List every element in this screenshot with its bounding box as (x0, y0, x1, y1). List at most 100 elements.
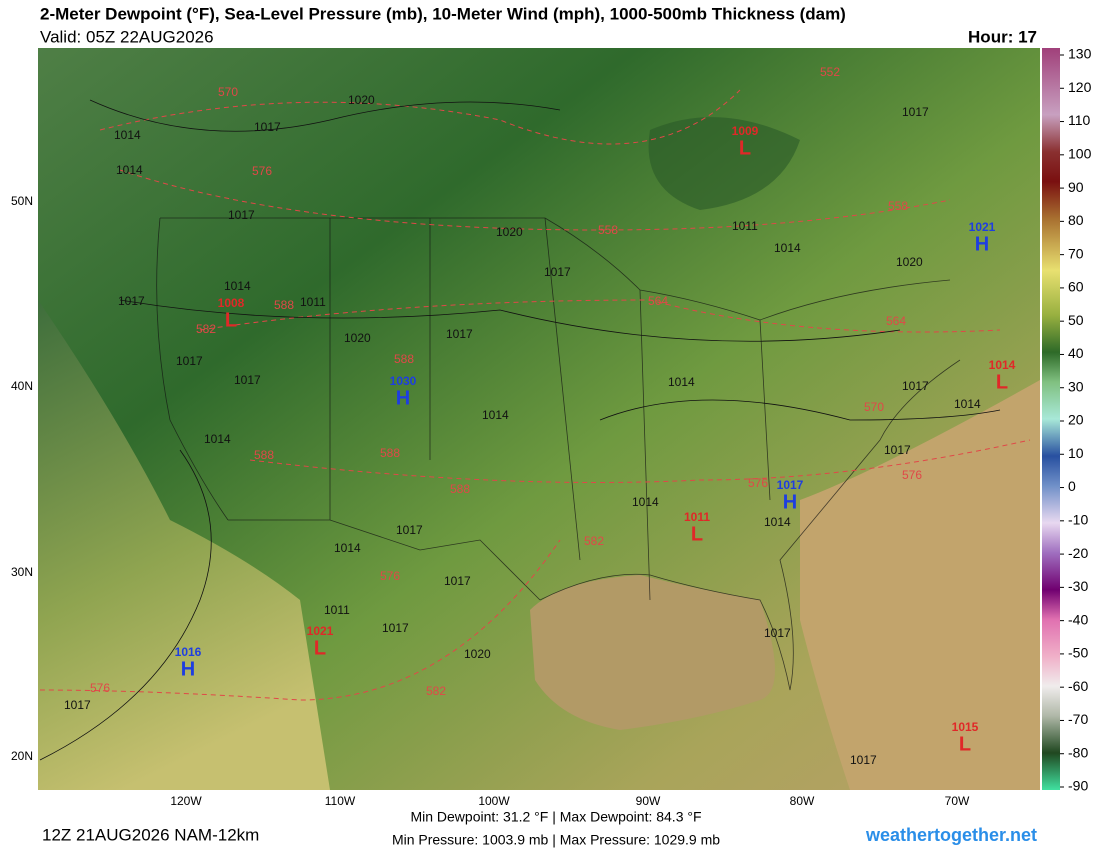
isobar-label: 1020 (348, 93, 375, 107)
center-pressure: 1021 (969, 220, 996, 234)
colorbar-label: -80 (1068, 744, 1088, 760)
isobar-label: 1017 (64, 698, 91, 712)
center-letter: L (691, 523, 703, 545)
thickness-label: 588 (380, 446, 400, 460)
colorbar-label: 0 (1068, 478, 1076, 494)
isobar-label: 1020 (344, 331, 371, 345)
thickness-label: 576 (252, 164, 272, 178)
isobar-label: 1011 (732, 219, 758, 233)
colorbar-label: -20 (1068, 545, 1088, 561)
title: 2-Meter Dewpoint (°F), Sea-Level Pressur… (40, 4, 846, 23)
latitude-labels: 50N 40N 30N 20N (11, 194, 33, 763)
colorbar-label: -30 (1068, 578, 1088, 594)
isobar-label: 1020 (464, 647, 491, 661)
colorbar-ticks: 1301201101009080706050403020100-10-20-30… (1060, 46, 1092, 794)
center-letter: L (996, 371, 1008, 393)
model-run: 12Z 21AUG2026 NAM-12km (42, 825, 259, 844)
isobar-label: 1017 (228, 208, 255, 222)
thickness-label: 576 (380, 569, 400, 583)
thickness-label: 588 (254, 448, 274, 462)
thickness-label: 558 (598, 223, 618, 237)
thickness-label: 558 (888, 199, 908, 213)
colorbar-label: -60 (1068, 678, 1088, 694)
thickness-label: 582 (196, 322, 216, 336)
valid-time: Valid: 05Z 22AUG2026 (40, 27, 214, 46)
colorbar-label: 130 (1068, 46, 1092, 62)
borders (156, 217, 961, 691)
thickness-lines (39, 89, 1031, 701)
center-pressure: 1016 (175, 645, 202, 659)
isobar-label: 1014 (954, 397, 981, 411)
colorbar-label: 70 (1068, 245, 1084, 261)
center-letter: L (739, 137, 751, 159)
center-letter: H (181, 658, 195, 680)
forecast-hour: Hour: 17 (968, 27, 1037, 46)
longitude-label: 100W (478, 794, 510, 808)
isobar-label: 1014 (334, 541, 361, 555)
isobar-label: 1014 (774, 241, 801, 255)
center-pressure: 1015 (952, 720, 979, 734)
longitude-label: 70W (945, 794, 970, 808)
thickness-label: 576 (902, 468, 922, 482)
isobar-label: 1017 (396, 523, 423, 537)
latitude-label: 40N (11, 379, 33, 393)
longitude-label: 120W (170, 794, 202, 808)
isobar-label: 1020 (496, 225, 523, 239)
center-pressure: 1011 (684, 510, 710, 524)
center-letter: H (975, 233, 989, 255)
isobar-label: 1017 (444, 574, 471, 588)
thickness-label: 552 (820, 65, 840, 79)
colorbar-label: 90 (1068, 179, 1084, 195)
pacific (38, 300, 330, 790)
center-letter: H (396, 387, 410, 409)
isobar-label: 1017 (176, 354, 203, 368)
center-pressure: 1009 (732, 124, 759, 138)
colorbar-label: 40 (1068, 345, 1084, 361)
latitude-label: 20N (11, 749, 33, 763)
colorbar-label: -90 (1068, 778, 1088, 794)
longitude-label: 90W (636, 794, 661, 808)
colorbar-label: 50 (1068, 312, 1084, 328)
colorbar-label: -10 (1068, 512, 1088, 528)
isobar-label: 1017 (544, 265, 571, 279)
latitude-label: 30N (11, 565, 33, 579)
thickness-label: 576 (748, 476, 768, 490)
center-pressure: 1008 (218, 296, 245, 310)
colorbar-label: 60 (1068, 279, 1084, 295)
hudson-bay (648, 117, 800, 210)
thickness-label: 588 (394, 352, 414, 366)
isobar-label: 1017 (902, 379, 929, 393)
colorbar-label: 30 (1068, 378, 1084, 394)
thickness-label: 582 (584, 534, 604, 548)
latitude-label: 50N (11, 194, 33, 208)
pressure-stats: Min Pressure: 1003.9 mb | Max Pressure: … (392, 832, 720, 848)
center-pressure: 1017 (777, 478, 804, 492)
colorbar-label: 110 (1068, 112, 1091, 128)
colorbar-label: 100 (1068, 146, 1092, 162)
isobar-label: 1014 (116, 163, 143, 177)
isobar-label: 1017 (254, 120, 281, 134)
isobar-label: 1017 (234, 373, 261, 387)
thickness-label: 588 (450, 482, 470, 496)
isobars (39, 99, 1001, 761)
longitude-labels: 120W 110W 100W 90W 80W 70W (170, 794, 970, 808)
colorbar (1042, 48, 1060, 790)
colorbar-label: 10 (1068, 445, 1084, 461)
isobar-label: 1017 (118, 294, 145, 308)
thickness-label: 564 (648, 294, 668, 308)
center-pressure: 1021 (307, 624, 334, 638)
isobar-label: 1014 (764, 515, 791, 529)
isobar-label: 1014 (668, 375, 695, 389)
pressure-centers: 1009L1021H1008L1030H1017H1011L1014L1016H… (175, 124, 1016, 755)
isobar-label: 1017 (850, 753, 877, 767)
isobar-label: 1017 (382, 621, 409, 635)
website[interactable]: weathertogether.net (865, 825, 1037, 845)
gulf-of-mexico (530, 575, 775, 730)
colorbar-label: 20 (1068, 412, 1084, 428)
thickness-label: 582 (426, 684, 446, 698)
dewpoint-stats: Min Dewpoint: 31.2 °F | Max Dewpoint: 84… (410, 809, 701, 825)
center-letter: H (783, 491, 797, 513)
isobar-label: 1017 (884, 443, 911, 457)
colorbar-label: 120 (1068, 79, 1092, 95)
